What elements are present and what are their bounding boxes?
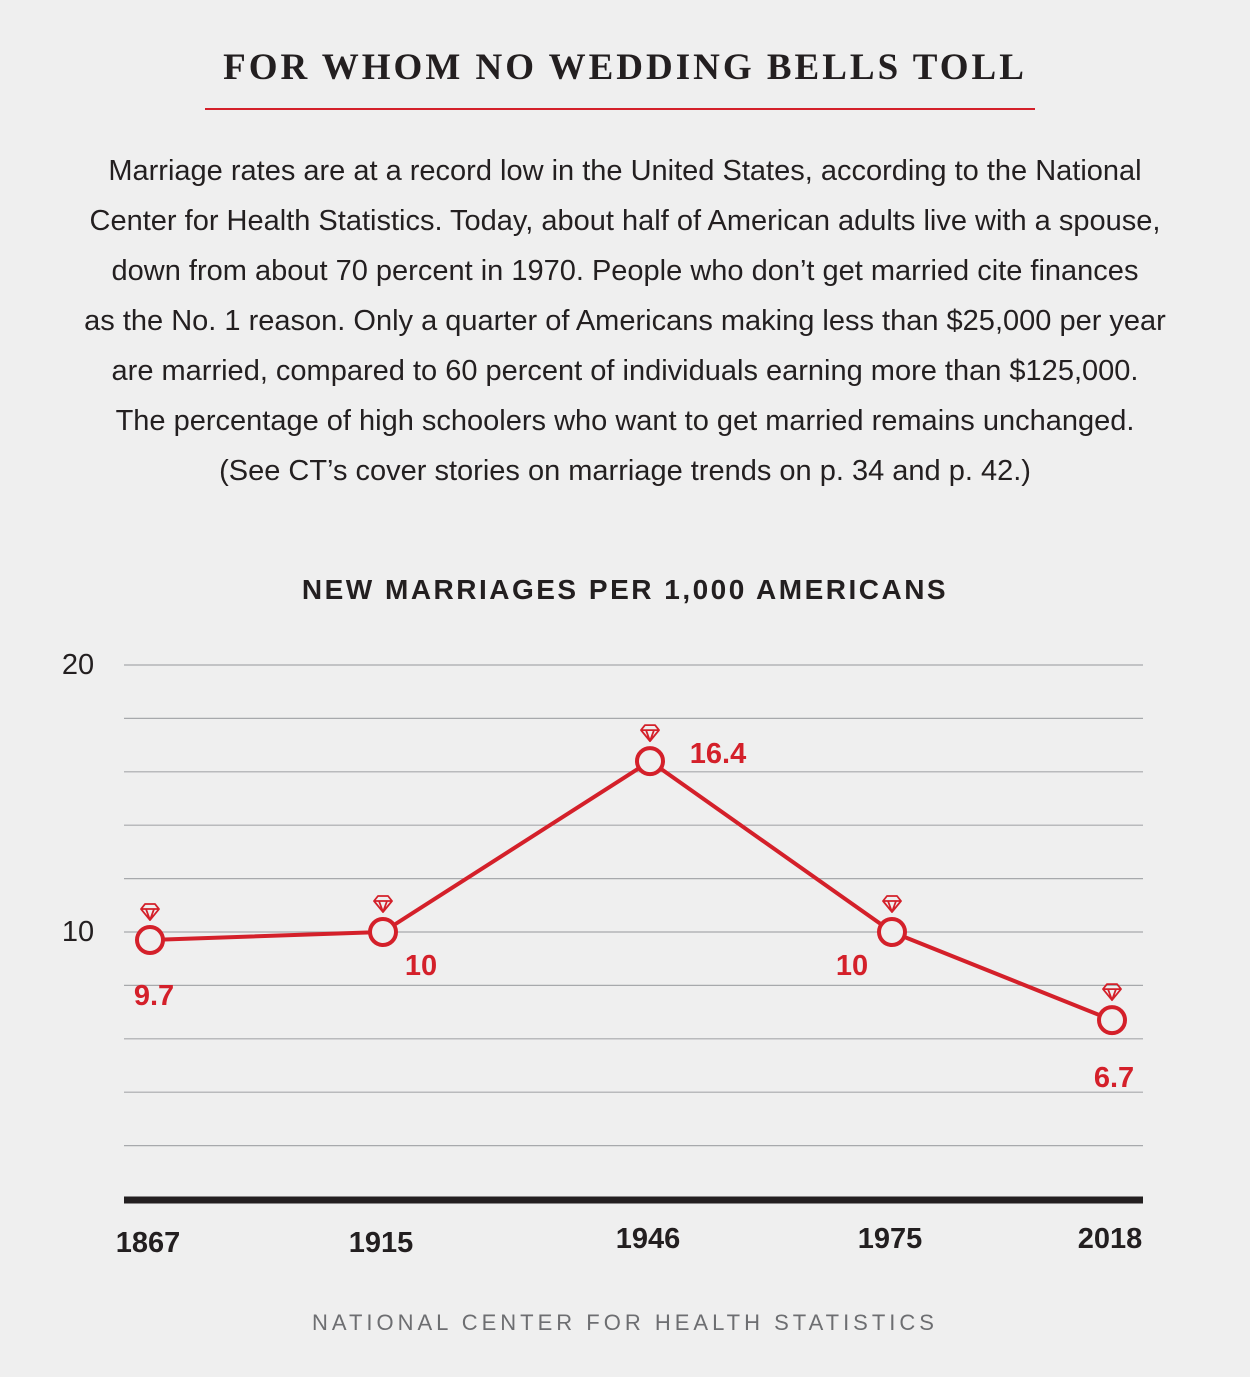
y-tick-label: 20 bbox=[62, 649, 94, 681]
source-credit: NATIONAL CENTER FOR HEALTH STATISTICS bbox=[312, 1310, 938, 1335]
data-label: 10 bbox=[405, 950, 437, 982]
x-tick-label: 1946 bbox=[616, 1223, 681, 1255]
data-label: 10 bbox=[836, 950, 868, 982]
diamond-ring-icon bbox=[373, 895, 393, 913]
chart-title: NEW MARRIAGES PER 1,000 AMERICANS bbox=[301, 574, 949, 605]
diamond-ring-icon bbox=[1102, 983, 1122, 1002]
intro-line: (See CT’s cover stories on marriage tren… bbox=[219, 455, 1031, 487]
intro-line: Center for Health Statistics. Today, abo… bbox=[89, 205, 1161, 237]
series-line bbox=[149, 759, 1113, 1022]
intro-line: Marriage rates are at a record low in th… bbox=[108, 155, 1142, 187]
ring-marker bbox=[135, 925, 165, 956]
intro-line: down from about 70 percent in 1970. Peop… bbox=[111, 255, 1139, 287]
y-tick-label: 10 bbox=[62, 916, 94, 948]
x-tick-label: 1975 bbox=[858, 1223, 923, 1255]
headline: FOR WHOM NO WEDDING BELLS TOLL bbox=[223, 47, 1027, 88]
ring-marker bbox=[877, 917, 907, 947]
data-label: 9.7 bbox=[134, 980, 174, 1012]
ring-marker bbox=[635, 746, 665, 777]
diamond-ring-icon bbox=[882, 895, 902, 913]
x-tick-label: 1915 bbox=[349, 1227, 414, 1259]
headline-rule bbox=[205, 108, 1035, 110]
ring-marker bbox=[368, 917, 398, 947]
x-tick-label: 1867 bbox=[116, 1227, 181, 1259]
intro-text: Marriage rates are at a record low in th… bbox=[40, 146, 1210, 496]
diamond-ring-icon bbox=[640, 724, 660, 743]
ring-marker bbox=[1097, 1005, 1127, 1036]
diamond-ring-icon bbox=[140, 903, 160, 921]
x-tick-label: 2018 bbox=[1078, 1223, 1143, 1255]
data-label: 6.7 bbox=[1094, 1062, 1134, 1094]
intro-line: as the No. 1 reason. Only a quarter of A… bbox=[84, 305, 1166, 337]
data-label: 16.4 bbox=[690, 738, 746, 770]
intro-line: The percentage of high schoolers who wan… bbox=[115, 405, 1135, 437]
intro-line: are married, compared to 60 percent of i… bbox=[111, 355, 1139, 387]
